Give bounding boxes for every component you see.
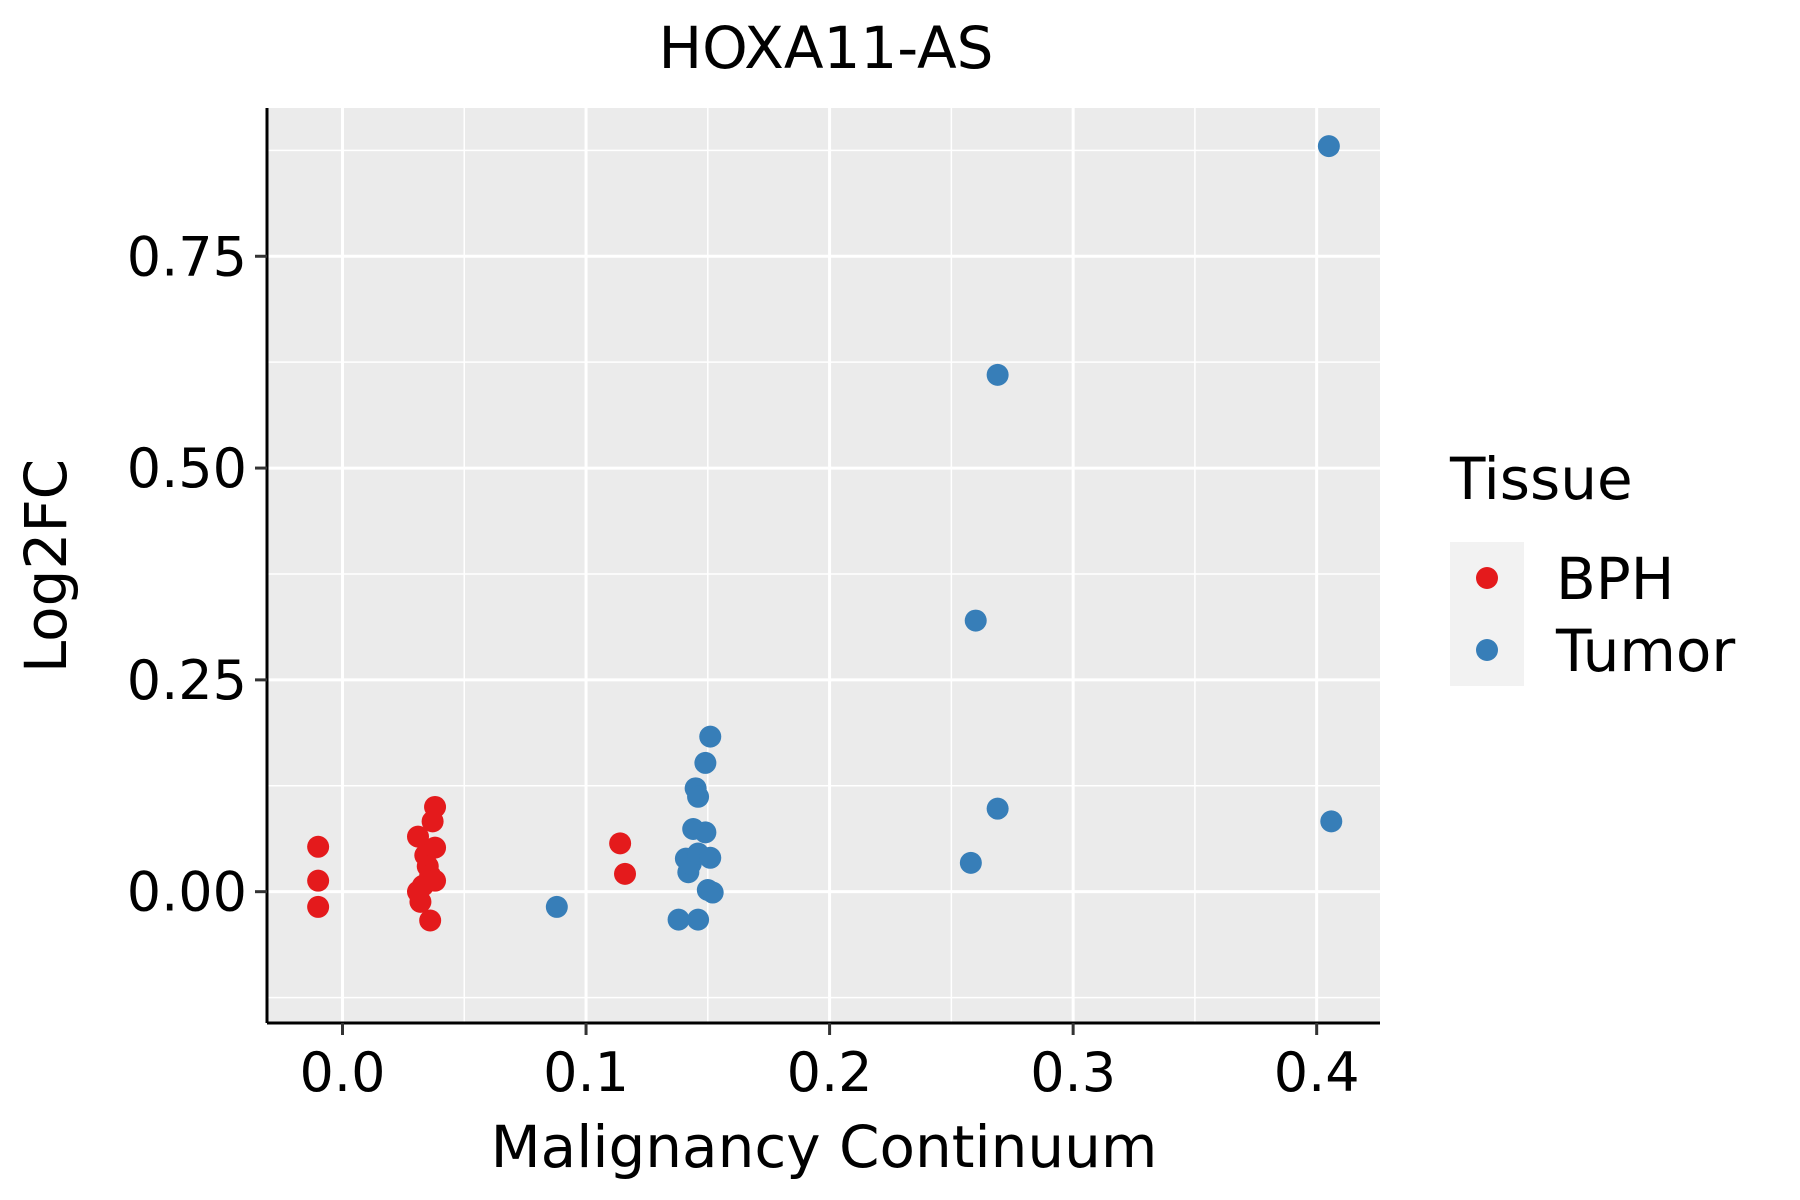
tumor-point — [667, 908, 690, 931]
legend-key-tumor — [1476, 639, 1498, 661]
tumor-point — [687, 785, 710, 808]
tumor-point — [1317, 135, 1340, 158]
tumor-point — [699, 725, 722, 748]
legend-key-background — [1450, 542, 1524, 686]
tumor-point — [694, 821, 717, 844]
x-tick-label: 0.4 — [1274, 1041, 1360, 1104]
y-tick-label: 0.00 — [127, 861, 247, 924]
tumor-point — [986, 363, 1009, 386]
x-tick-label: 0.3 — [1030, 1041, 1116, 1104]
legend-title: Tissue — [1449, 445, 1633, 513]
bph-point — [419, 909, 442, 932]
y-tick-label: 0.25 — [127, 649, 247, 712]
tumor-point — [986, 797, 1009, 820]
tumor-point — [959, 851, 982, 874]
bph-point — [424, 836, 447, 859]
minor-gridlines — [267, 108, 1380, 1023]
x-tick-label: 0.0 — [300, 1041, 386, 1104]
bph-point — [424, 795, 447, 818]
bph-point — [409, 890, 432, 913]
data-points — [307, 135, 1343, 932]
tumor-point — [1320, 810, 1343, 833]
legend-label-bph: BPH — [1556, 545, 1674, 613]
bph-point — [424, 869, 447, 892]
major-gridlines — [267, 108, 1380, 1023]
x-axis-ticks: 0.0 0.1 0.2 0.3 0.4 — [300, 1023, 1360, 1104]
y-tick-label: 0.75 — [127, 225, 247, 288]
bph-point — [307, 895, 330, 918]
tumor-point — [964, 609, 987, 632]
tumor-point — [687, 908, 710, 931]
y-axis-ticks: 0.00 0.25 0.50 0.75 — [127, 225, 267, 924]
bph-point — [614, 862, 637, 885]
bph-point — [307, 835, 330, 858]
x-tick-label: 0.2 — [787, 1041, 873, 1104]
bph-point — [406, 825, 429, 848]
y-axis-title: Log2FC — [12, 459, 80, 673]
y-tick-label: 0.50 — [127, 437, 247, 500]
chart-title: HOXA11-AS — [659, 14, 994, 82]
x-tick-label: 0.1 — [543, 1041, 629, 1104]
x-axis-title: Malignancy Continuum — [491, 1113, 1158, 1181]
legend-key-bph — [1476, 567, 1498, 589]
tumor-point — [699, 846, 722, 869]
tumor-point — [694, 751, 717, 774]
bph-point — [609, 832, 632, 855]
tumor-point — [545, 895, 568, 918]
bph-point — [307, 869, 330, 892]
legend-label-tumor: Tumor — [1555, 617, 1735, 685]
tumor-point — [701, 881, 724, 904]
